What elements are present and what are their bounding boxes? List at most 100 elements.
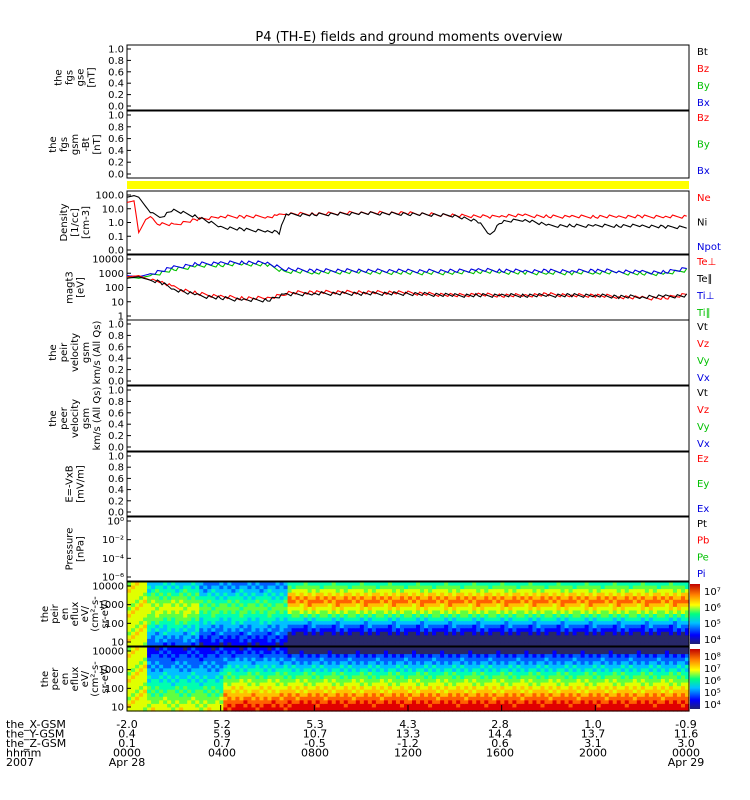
spectrogram-cell	[476, 682, 481, 687]
spectrogram-cell	[556, 614, 562, 619]
spectrogram-cell	[436, 614, 441, 619]
spectrogram-cell	[207, 592, 212, 597]
spectrogram-cell	[484, 631, 489, 636]
spectrogram-cell	[147, 596, 152, 601]
spectrogram-cell	[351, 700, 357, 705]
spectrogram-cell	[540, 589, 546, 594]
spectrogram-cell	[363, 686, 369, 691]
spectrogram-cell	[267, 631, 273, 636]
spectrogram-cell	[215, 631, 220, 636]
spectrogram-cell	[488, 585, 493, 590]
spectrogram-cell	[139, 693, 144, 698]
spectrogram-cell	[323, 592, 329, 597]
spectrogram-cell	[247, 635, 253, 640]
spectrogram-cell	[536, 621, 542, 626]
spectrogram-cell	[343, 631, 349, 636]
spectrogram-cell	[211, 647, 216, 652]
spectrogram-cell	[195, 621, 200, 626]
spectrogram-cell	[512, 596, 517, 601]
spectrogram-cell	[307, 650, 313, 655]
spectrogram-cell	[347, 693, 353, 698]
spectrogram-cell	[460, 628, 465, 633]
spectrogram-cell	[624, 703, 630, 709]
spectrogram-cell	[327, 603, 333, 608]
spectrogram-cell	[624, 614, 630, 619]
spectrogram-cell	[552, 671, 558, 677]
spectrogram-cell	[672, 599, 678, 604]
spectrogram-cell	[572, 631, 578, 636]
spectrogram-cell	[612, 707, 618, 712]
spectrogram-cell	[500, 664, 505, 669]
spectrogram-cell	[227, 606, 232, 612]
spectrogram-cell	[175, 682, 180, 687]
spectrogram-cell	[287, 696, 293, 701]
ytick-label: 10.0	[102, 204, 124, 215]
spectrogram-cell	[680, 610, 686, 615]
spectrogram-cell	[444, 696, 449, 701]
spectrogram-cell	[319, 671, 325, 677]
spectrogram-cell	[524, 599, 530, 604]
spectrogram-cell	[279, 675, 285, 680]
spectrogram-cell	[536, 654, 542, 659]
spectrogram-cell	[544, 628, 550, 633]
spectrogram-cell	[399, 610, 405, 615]
spectrogram-cell	[391, 631, 397, 636]
spectrogram-cell	[508, 696, 513, 701]
spectrogram-cell	[504, 686, 509, 691]
spectrogram-cell	[516, 647, 521, 652]
spectrogram-cell	[524, 696, 530, 701]
spectrogram-cell	[532, 664, 538, 669]
spectrogram-cell	[596, 682, 602, 687]
spectrogram-cell	[311, 614, 317, 619]
spectrogram-cell	[399, 675, 405, 680]
spectrogram-cell	[596, 661, 602, 666]
spectrogram-cell	[255, 628, 261, 633]
spectrogram-cell	[179, 664, 184, 669]
spectrogram-cell	[299, 589, 305, 594]
spectrogram-cell	[283, 624, 289, 629]
spectrogram-cell	[668, 628, 674, 633]
spectrogram-cell	[403, 647, 409, 652]
spectrogram-cell	[452, 638, 457, 644]
spectrogram-cell	[412, 647, 417, 652]
spectrogram-cell	[279, 603, 285, 608]
spectrogram-cell	[608, 654, 614, 659]
spectrogram-cell	[143, 707, 148, 712]
spectrogram-cell	[247, 689, 253, 694]
spectrogram-cell	[175, 596, 180, 601]
spectrogram-cell	[395, 647, 401, 652]
ytick-label: 10000	[92, 582, 124, 593]
spectrogram-cell	[391, 635, 397, 640]
spectrogram-cell	[219, 621, 224, 626]
spectrogram-cell	[207, 679, 212, 684]
spectrogram-cell	[275, 610, 281, 615]
spectrogram-cell	[347, 689, 353, 694]
spectrogram-cell	[207, 647, 212, 652]
spectrogram-cell	[548, 582, 554, 587]
spectrogram-cell	[159, 664, 164, 669]
spectrogram-cell	[331, 585, 337, 590]
spectrogram-cell	[339, 650, 345, 655]
spectrogram-cell	[576, 693, 582, 698]
spectrogram-cell	[668, 603, 674, 608]
spectrogram-cell	[668, 614, 674, 619]
spectrogram-cell	[628, 700, 634, 705]
spectrogram-cell	[159, 707, 164, 712]
spectrogram-cell	[179, 624, 184, 629]
spectrogram-cell	[492, 675, 497, 680]
spectrogram-cell	[135, 654, 140, 659]
spectrogram-cell	[235, 610, 240, 615]
spectrogram-cell	[480, 582, 485, 587]
spectrogram-cell	[379, 621, 385, 626]
spectrogram-cell	[436, 689, 441, 694]
spectrogram-cell	[496, 624, 501, 629]
spectrogram-cell	[367, 650, 373, 655]
spectrogram-cell	[163, 589, 168, 594]
spectrogram-cell	[600, 650, 606, 655]
spectrogram-cell	[500, 631, 505, 636]
spectrogram-cell	[303, 661, 309, 666]
spectrogram-cell	[412, 589, 417, 594]
spectrogram-cell	[548, 707, 554, 712]
spectrogram-cell	[580, 631, 586, 636]
spectrogram-cell	[151, 693, 156, 698]
